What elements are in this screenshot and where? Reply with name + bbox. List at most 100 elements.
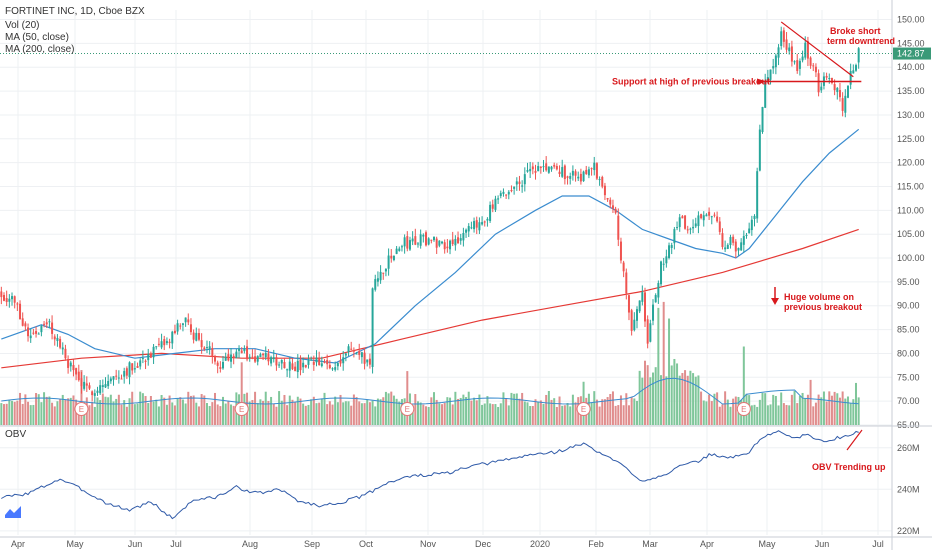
volume-bar — [384, 391, 387, 425]
candle-body — [742, 236, 745, 245]
volume-bar — [302, 403, 305, 425]
y-tick-label: 140.00 — [897, 62, 925, 72]
y-tick-label: 135.00 — [897, 86, 925, 96]
candle-body — [710, 216, 713, 218]
volume-bar — [825, 401, 828, 425]
candle-body — [296, 360, 299, 372]
volume-bar — [24, 394, 27, 425]
volume-bar — [499, 403, 502, 425]
candle-body — [609, 199, 612, 205]
downtrend-line — [780, 21, 854, 78]
volume-bar — [611, 391, 614, 425]
candle-body — [745, 234, 748, 236]
legend-symbol[interactable]: FORTINET INC, 1D, Cboe BZX — [5, 6, 145, 17]
volume-bar — [796, 403, 799, 425]
candle-body — [798, 60, 801, 69]
candle-body — [67, 358, 70, 368]
volume-bar — [753, 404, 756, 425]
volume-bar — [857, 397, 860, 425]
x-tick-label: Apr — [11, 539, 25, 549]
volume-bar — [619, 395, 622, 425]
candle-body — [716, 216, 719, 222]
candle-body — [355, 353, 358, 355]
volume-bar — [777, 405, 780, 425]
y-tick-label: 120.00 — [897, 158, 925, 168]
candle-body — [336, 362, 339, 367]
volume-bar — [123, 400, 126, 425]
candle-body — [184, 317, 187, 323]
volume-bar — [230, 404, 233, 425]
volume-bar — [299, 398, 302, 425]
legend-volume[interactable]: Vol (20) — [5, 20, 40, 31]
y-tick-label: 115.00 — [897, 181, 924, 191]
candle-body — [374, 279, 377, 290]
candle-body — [120, 378, 123, 380]
candle-body — [275, 357, 278, 366]
candle-body — [424, 232, 427, 246]
earnings-marker-circle — [234, 402, 249, 416]
candle-body — [668, 245, 671, 258]
volume-bar — [670, 365, 673, 425]
candle-body — [673, 229, 676, 244]
candle-body — [131, 363, 134, 371]
volume-bar — [0, 403, 3, 425]
volume-bar — [133, 404, 136, 425]
legend-ma50[interactable]: MA (50, close) — [5, 32, 69, 43]
volume-bar — [29, 405, 32, 425]
candle-body — [419, 234, 422, 246]
candle-body — [334, 367, 337, 370]
tradingview-logo-icon[interactable] — [4, 505, 22, 519]
volume-bar — [139, 391, 142, 425]
volume-bar — [251, 399, 254, 425]
candle-body — [705, 214, 708, 217]
y-tick-label: 105.00 — [897, 229, 925, 239]
candle-body — [518, 181, 521, 184]
candle-body — [123, 371, 126, 377]
volume-bar — [459, 397, 462, 425]
candle-body — [817, 73, 820, 93]
candle-body — [660, 261, 663, 285]
candle-body — [684, 215, 687, 229]
legend-obv[interactable]: OBV — [5, 429, 27, 440]
earnings-marker-label: E — [741, 405, 746, 414]
candle-body — [833, 84, 836, 91]
earnings-marker-label: E — [581, 405, 586, 414]
candle-body — [491, 204, 494, 209]
volume-bar — [147, 403, 150, 425]
volume-bar — [633, 398, 636, 425]
volume-bar — [662, 301, 665, 425]
obv-line — [1, 430, 859, 520]
candle-body — [48, 321, 51, 323]
legend-ma200[interactable]: MA (200, close) — [5, 44, 75, 55]
volume-bar — [328, 401, 331, 425]
volume-bar — [272, 403, 275, 425]
volume-bar — [692, 373, 695, 425]
candle-body — [136, 366, 139, 368]
candle-body — [644, 292, 646, 322]
candle-body — [99, 385, 102, 394]
candle-body — [838, 90, 841, 98]
candle-body — [390, 255, 393, 259]
volume-bar — [593, 391, 596, 425]
volume-bar — [224, 403, 227, 425]
candle-body — [219, 367, 222, 369]
candle-body — [85, 383, 88, 386]
candle-body — [37, 333, 40, 335]
candle-body — [638, 300, 641, 312]
volume-bar — [200, 394, 203, 425]
candle-body — [785, 39, 788, 50]
volume-bar — [176, 398, 179, 425]
candle-body — [724, 247, 727, 250]
volume-bar — [390, 391, 393, 425]
candle-body — [646, 319, 649, 344]
volume-bar — [72, 395, 75, 425]
volume-bar — [136, 403, 139, 425]
volume-bar — [454, 391, 457, 425]
candle-body — [692, 226, 695, 229]
volume-bar — [278, 391, 281, 425]
volume-bar — [705, 401, 708, 425]
volume-bar — [189, 395, 192, 425]
volume-bar — [205, 402, 208, 425]
volume-bar — [729, 406, 732, 425]
